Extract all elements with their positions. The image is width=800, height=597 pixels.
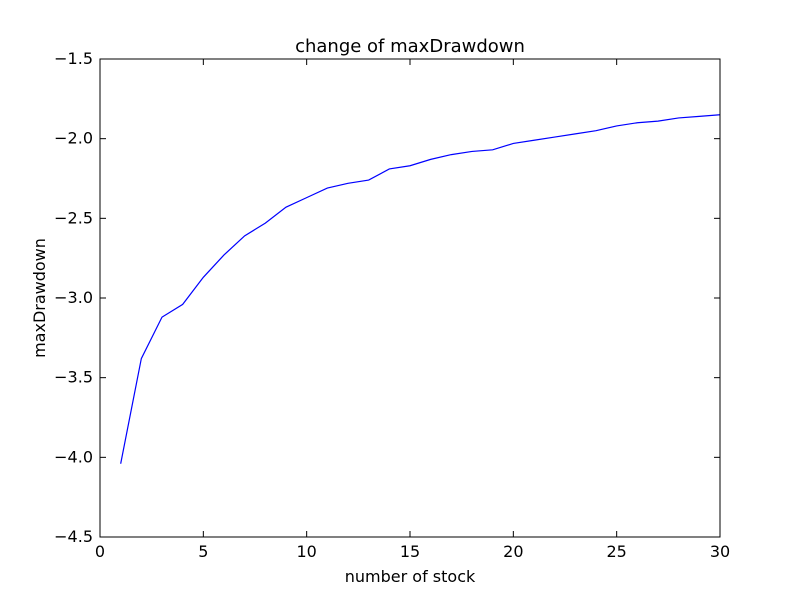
- x-tick-label: 0: [95, 542, 105, 561]
- y-tick-label: −3.5: [54, 368, 93, 387]
- series-line-0: [120, 114, 721, 464]
- x-tick-label: 10: [296, 542, 316, 561]
- y-tick-label: −4.5: [54, 527, 93, 546]
- x-axis-label: number of stock: [345, 567, 476, 586]
- y-tick-label: −2.5: [54, 208, 93, 227]
- x-tick-label: 20: [503, 542, 523, 561]
- x-tick-label: 15: [400, 542, 420, 561]
- x-tick-label: 30: [710, 542, 730, 561]
- x-tick-label: 5: [198, 542, 208, 561]
- y-tick-label: −3.0: [54, 288, 93, 307]
- y-axis-label: maxDrawdown: [30, 238, 49, 358]
- y-tick-label: −4.0: [54, 447, 93, 466]
- x-tick-label: 25: [606, 542, 626, 561]
- y-tick-label: −2.0: [54, 129, 93, 148]
- chart-title: change of maxDrawdown: [295, 36, 525, 57]
- plot-layer: 0 5 10 15 20 25 30 −1.5 −2.0 −2.5 −3.0 −3.5 −4.0 −4.5: [54, 49, 730, 561]
- y-tick-label: −1.5: [54, 49, 93, 68]
